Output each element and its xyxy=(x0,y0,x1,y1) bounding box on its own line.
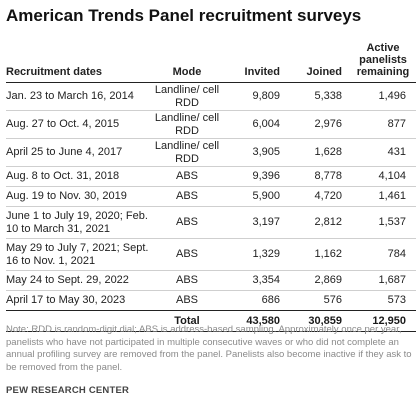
cell-joined: 1,162 xyxy=(314,248,342,260)
table-row: Aug. 19 to Nov. 30, 2019 ABS 5,900 4,720… xyxy=(6,187,416,207)
cell-joined: 8,778 xyxy=(314,170,342,182)
cell-dates: Aug. 27 to Oct. 4, 2015 xyxy=(6,118,120,130)
table-row: Aug. 27 to Oct. 4, 2015 Landline/ cell R… xyxy=(6,111,416,139)
cell-invited: 3,354 xyxy=(252,274,280,286)
cell-dates: April 17 to May 30, 2023 xyxy=(6,294,126,306)
cell-invited: 6,004 xyxy=(252,118,280,130)
table-header: Recruitment dates Mode Invited Joined Ac… xyxy=(6,36,416,83)
cell-dates: Aug. 19 to Nov. 30, 2019 xyxy=(6,190,127,202)
cell-active: 1,496 xyxy=(378,90,406,102)
cell-active: 1,537 xyxy=(378,216,406,228)
table-row: June 1 to July 19, 2020; Feb. 10 to Marc… xyxy=(6,207,416,239)
header-active-panelists: Active panelists remaining xyxy=(356,42,410,78)
cell-active: 431 xyxy=(387,146,406,158)
table-row: Aug. 8 to Oct. 31, 2018 ABS 9,396 8,778 … xyxy=(6,167,416,187)
cell-invited: 3,905 xyxy=(252,146,280,158)
cell-joined: 1,628 xyxy=(314,146,342,158)
cell-invited: 9,809 xyxy=(252,90,280,102)
cell-active: 784 xyxy=(387,248,406,260)
cell-invited: 1,329 xyxy=(252,248,280,260)
cell-active: 877 xyxy=(387,118,406,130)
header-recruitment-dates: Recruitment dates xyxy=(6,66,102,78)
cell-mode: ABS xyxy=(175,170,198,182)
footnote: Note: RDD is random-digit dial; ABS is a… xyxy=(6,324,412,373)
table-row: April 25 to June 4, 2017 Landline/ cell … xyxy=(6,139,416,167)
cell-invited: 686 xyxy=(261,294,280,306)
recruitment-table: Recruitment dates Mode Invited Joined Ac… xyxy=(6,36,416,332)
cell-dates: Aug. 8 to Oct. 31, 2018 xyxy=(6,170,120,182)
table-row: April 17 to May 30, 2023 ABS 686 576 573 xyxy=(6,291,416,311)
cell-active: 1,687 xyxy=(378,274,406,286)
total-active: 12,950 xyxy=(372,315,406,327)
cell-mode: Landline/ cell RDD xyxy=(154,83,220,109)
cell-mode: Landline/ cell RDD xyxy=(154,111,220,137)
cell-mode: ABS xyxy=(175,216,198,228)
cell-joined: 4,720 xyxy=(314,190,342,202)
cell-joined: 2,976 xyxy=(314,118,342,130)
cell-mode: ABS xyxy=(175,248,198,260)
header-invited: Invited xyxy=(244,66,280,78)
cell-joined: 2,869 xyxy=(314,274,342,286)
cell-mode: Landline/ cell RDD xyxy=(154,139,220,165)
cell-mode: ABS xyxy=(175,190,198,202)
cell-invited: 5,900 xyxy=(252,190,280,202)
source-credit: PEW RESEARCH CENTER xyxy=(6,385,130,396)
cell-mode: ABS xyxy=(175,294,198,306)
cell-active: 573 xyxy=(387,294,406,306)
cell-active: 4,104 xyxy=(378,170,406,182)
table-row: May 24 to Sept. 29, 2022 ABS 3,354 2,869… xyxy=(6,271,416,291)
cell-dates: May 24 to Sept. 29, 2022 xyxy=(6,274,129,286)
cell-joined: 576 xyxy=(323,294,342,306)
cell-dates: April 25 to June 4, 2017 xyxy=(6,146,123,158)
table-row: May 29 to July 7, 2021; Sept. 16 to Nov.… xyxy=(6,239,416,271)
cell-joined: 2,812 xyxy=(314,216,342,228)
cell-active: 1,461 xyxy=(378,190,406,202)
cell-dates: Jan. 23 to March 16, 2014 xyxy=(6,90,134,102)
table-row: Jan. 23 to March 16, 2014 Landline/ cell… xyxy=(6,83,416,111)
total-invited: 43,580 xyxy=(246,315,280,327)
total-row: Total 43,580 30,859 12,950 xyxy=(6,311,416,332)
header-joined: Joined xyxy=(306,66,342,78)
cell-invited: 9,396 xyxy=(252,170,280,182)
page-title: American Trends Panel recruitment survey… xyxy=(6,6,362,25)
cell-dates: June 1 to July 19, 2020; Feb. 10 to Marc… xyxy=(6,209,148,235)
cell-joined: 5,338 xyxy=(314,90,342,102)
header-mode: Mode xyxy=(172,66,202,78)
total-joined: 30,859 xyxy=(308,315,342,327)
total-label: Total xyxy=(174,315,200,327)
cell-invited: 3,197 xyxy=(252,216,280,228)
cell-dates: May 29 to July 7, 2021; Sept. 16 to Nov.… xyxy=(6,241,149,267)
cell-mode: ABS xyxy=(175,274,198,286)
